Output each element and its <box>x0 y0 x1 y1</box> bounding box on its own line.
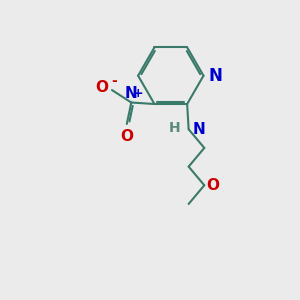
Text: N: N <box>209 67 223 85</box>
Text: O: O <box>206 178 219 193</box>
Text: N: N <box>125 86 138 101</box>
Text: N: N <box>192 122 205 137</box>
Text: -: - <box>112 74 117 88</box>
Text: H: H <box>169 121 180 135</box>
Text: O: O <box>95 80 108 95</box>
Text: O: O <box>120 129 133 144</box>
Text: +: + <box>133 86 143 100</box>
